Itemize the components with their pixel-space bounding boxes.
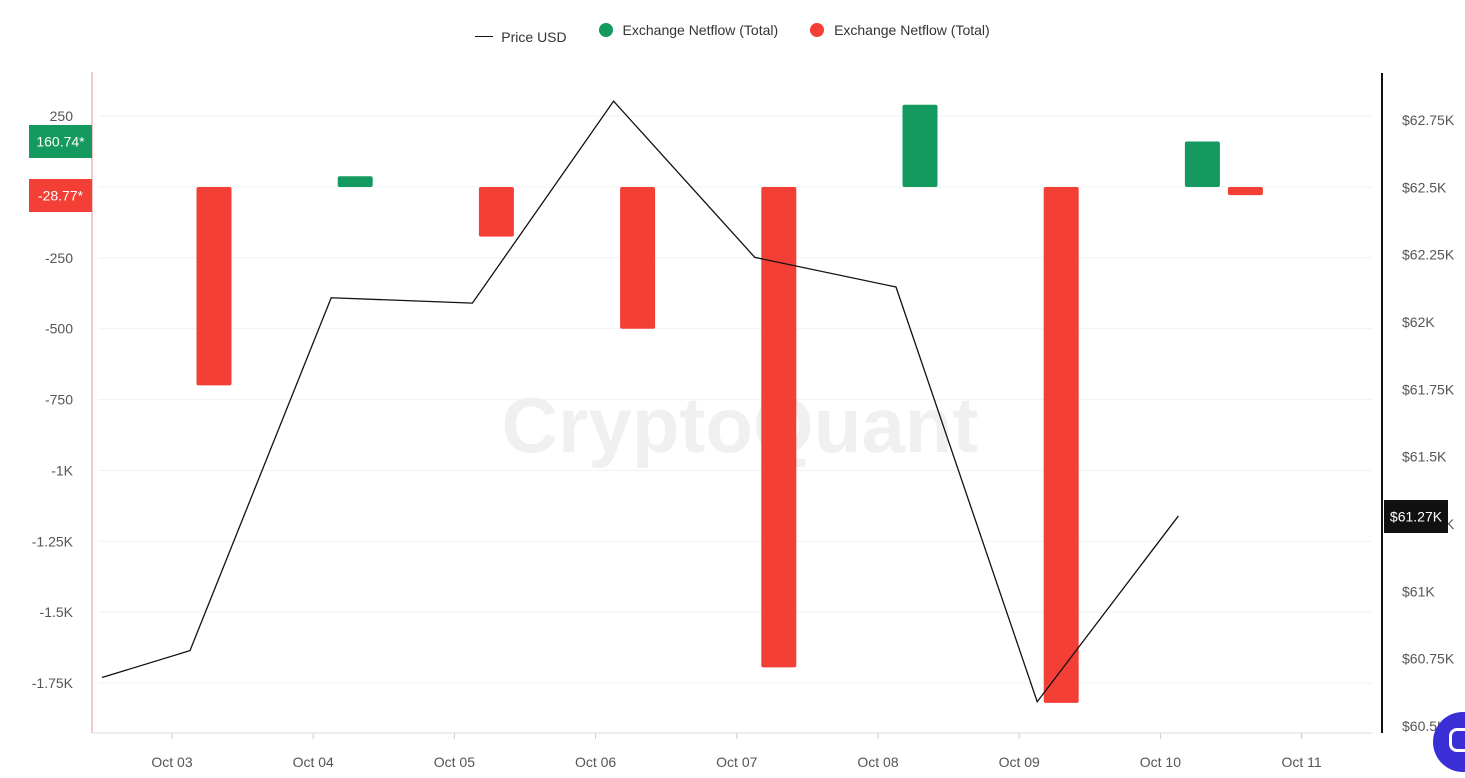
price-current-badge-text: $61.27K [1390,509,1443,525]
watermark-text: CryptoQuant [502,381,979,469]
netflow-bar-positive [337,176,373,187]
netflow-bar-negative [761,187,797,668]
chat-icon [1449,728,1465,752]
red-dot-icon [810,23,825,37]
right-tick-label: $62.25K [1402,247,1455,263]
netflow-bar-positive [902,104,938,187]
x-tick-label: Oct 04 [293,754,334,770]
right-tick-label: $61K [1402,583,1435,599]
x-tick-label: Oct 05 [434,754,475,770]
netflow-negative-badge-text: -28.77* [38,188,84,204]
netflow-bar-negative [196,187,232,386]
right-tick-label: $62K [1402,314,1435,330]
netflow-bar-negative [478,187,514,237]
netflow-bar-negative [1043,187,1079,703]
x-tick-label: Oct 10 [1140,754,1181,770]
x-tick-label: Oct 03 [151,754,192,770]
legend-label-outflow: Exchange Netflow (Total) [834,22,990,38]
left-tick-label: -1.25K [32,533,74,549]
netflow-positive-badge-text: 160.74* [36,134,85,150]
right-tick-label: $60.75K [1402,651,1455,667]
left-tick-label: -1.5K [40,604,74,620]
right-tick-label: $61.75K [1402,381,1455,397]
x-tick-label: Oct 08 [857,754,898,770]
legend-item-inflow[interactable]: Exchange Netflow (Total) [598,22,779,38]
netflow-positive-badge [29,125,92,158]
left-tick-label: -1.75K [32,675,74,691]
left-tick-label: -1K [51,462,73,478]
netflow-negative-badge [29,179,92,212]
netflow-bar-negative [1227,187,1263,196]
x-tick-label: Oct 11 [1281,754,1321,770]
legend-label-price: Price USD [501,28,567,45]
legend-item-outflow[interactable]: Exchange Netflow (Total) [810,22,990,38]
green-dot-icon [598,23,613,37]
legend: Price USD Exchange Netflow (Total) Excha… [0,22,1465,45]
left-tick-label: -500 [45,321,73,337]
netflow-bar-positive [1184,141,1220,187]
left-tick-label: -750 [45,392,73,408]
right-tick-label: $61.5K [1402,449,1447,465]
legend-label-inflow: Exchange Netflow (Total) [622,22,779,38]
legend-item-price[interactable]: Price USD [475,28,567,45]
netflow-bar-negative [620,187,656,329]
right-tick-label: $62.75K [1402,112,1455,128]
x-tick-label: Oct 07 [716,754,757,770]
price-current-badge [1384,500,1448,533]
right-tick-label: $62.5K [1402,179,1447,195]
x-tick-label: Oct 06 [575,754,616,770]
line-icon [475,36,494,37]
left-tick-label: 250 [50,108,74,124]
price-line [101,100,1179,704]
left-tick-label: -250 [45,250,73,266]
x-tick-label: Oct 09 [999,754,1040,770]
